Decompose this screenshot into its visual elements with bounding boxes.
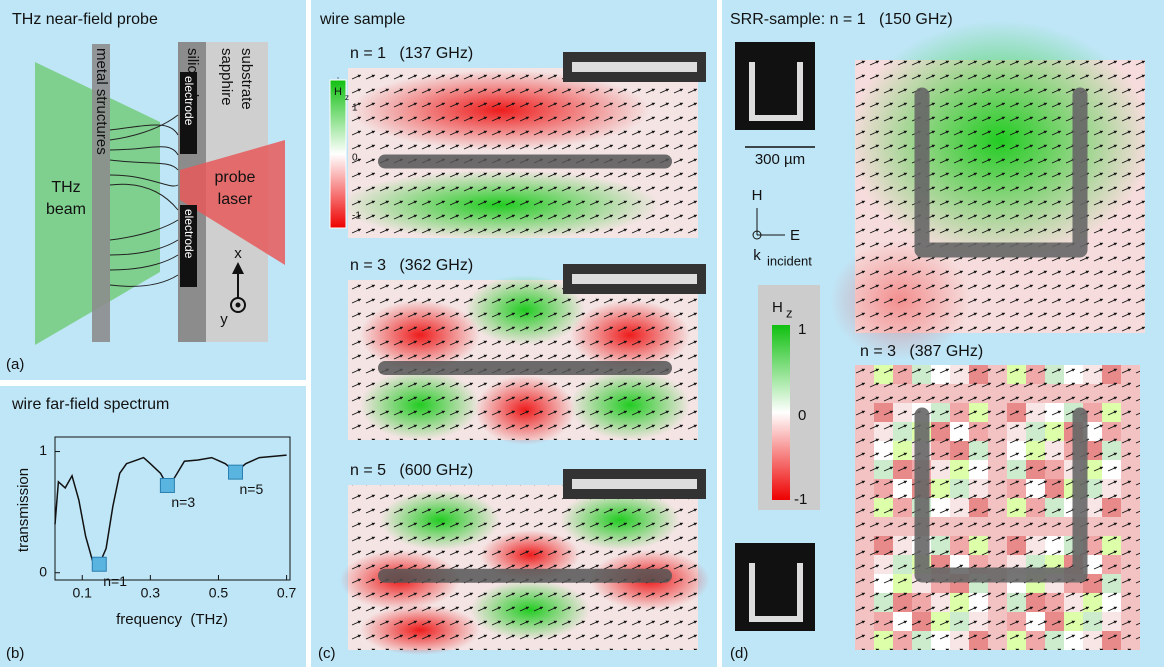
label: electrode <box>182 76 196 126</box>
label: substrate <box>238 48 255 110</box>
tag: (c) <box>318 645 336 662</box>
colorbar-tick: 0 <box>798 407 806 424</box>
tag: (a) <box>6 356 24 373</box>
tag: (b) <box>6 645 24 662</box>
label: metal structures <box>93 48 110 155</box>
title: wire sample <box>319 11 405 28</box>
map-title: n = 1 (137 GHz) <box>350 45 473 62</box>
annotation: n=1 <box>103 573 127 589</box>
colorbar-tick: 1 <box>352 103 358 114</box>
y-axis-label: transmission <box>15 468 32 552</box>
resonance-marker <box>160 478 174 492</box>
panel-c: wire sample n = 1 (137 GHz) n = 3 (362 GH… <box>318 11 710 662</box>
colorbar-label: H <box>772 299 783 316</box>
resonance-marker <box>229 465 243 479</box>
axis-label: k <box>753 247 761 264</box>
resonance-marker <box>92 557 106 571</box>
tag: (d) <box>730 645 748 662</box>
y-tick-label: 1 <box>39 442 47 458</box>
colorbar-label: H <box>334 86 342 98</box>
map-title: n = 3 (362 GHz) <box>350 257 473 274</box>
label: beam <box>46 201 86 218</box>
x-tick-label: 0.1 <box>73 585 93 601</box>
axis-label: incident <box>767 253 812 268</box>
x-axis-label: frequency (THz) <box>116 611 228 628</box>
label: electrode <box>182 209 196 259</box>
field-maps: n = 1 (137 GHz) n = 3 (362 GHz) n = 5 (600… <box>340 45 710 655</box>
title: THz near-field probe <box>12 11 158 28</box>
map-title: n = 3 (387 GHz) <box>860 343 983 360</box>
label: laser <box>218 191 253 208</box>
axis-label: H <box>752 187 763 204</box>
inset-wire <box>572 274 697 284</box>
label: sapphire <box>218 48 235 106</box>
inset-wire <box>572 479 697 489</box>
colorbar-label: z <box>345 93 349 102</box>
arrows <box>855 365 1140 650</box>
title: wire far-field spectrum <box>11 396 169 413</box>
y-tick-label: 0 <box>39 563 47 579</box>
colorbar-tick: 0 <box>352 153 358 164</box>
x-tick-label: 0.7 <box>277 585 297 601</box>
colorbar-tick: -1 <box>794 491 807 508</box>
axis-dot <box>236 303 241 308</box>
arrows <box>348 68 698 238</box>
scale-label: 300 µm <box>755 151 805 168</box>
map-title: n = 5 (600 GHz) <box>350 462 473 479</box>
colorbar-dot: · <box>336 73 339 84</box>
label: THz <box>51 179 80 196</box>
arrows <box>348 485 698 650</box>
colorbar <box>772 325 790 500</box>
colorbar-tick: -1 <box>352 211 361 222</box>
label: x <box>234 245 242 262</box>
arrows <box>855 60 1145 333</box>
label: probe <box>215 169 256 186</box>
label: y <box>220 311 228 328</box>
colorbar <box>330 80 346 228</box>
axis-label: E <box>790 227 800 244</box>
annotation: n=5 <box>240 481 264 497</box>
figure: THz near-field probe metal structures si… <box>0 0 1164 667</box>
x-tick-label: 0.3 <box>141 585 161 601</box>
annotation: n=3 <box>171 494 195 510</box>
title: SRR-sample: n = 1 (150 GHz) <box>730 11 953 28</box>
x-tick-label: 0.5 <box>209 585 229 601</box>
arrows <box>348 280 698 440</box>
colorbar-label: z <box>786 305 793 320</box>
colorbar-tick: 1 <box>798 321 806 338</box>
inset-wire <box>572 62 697 72</box>
